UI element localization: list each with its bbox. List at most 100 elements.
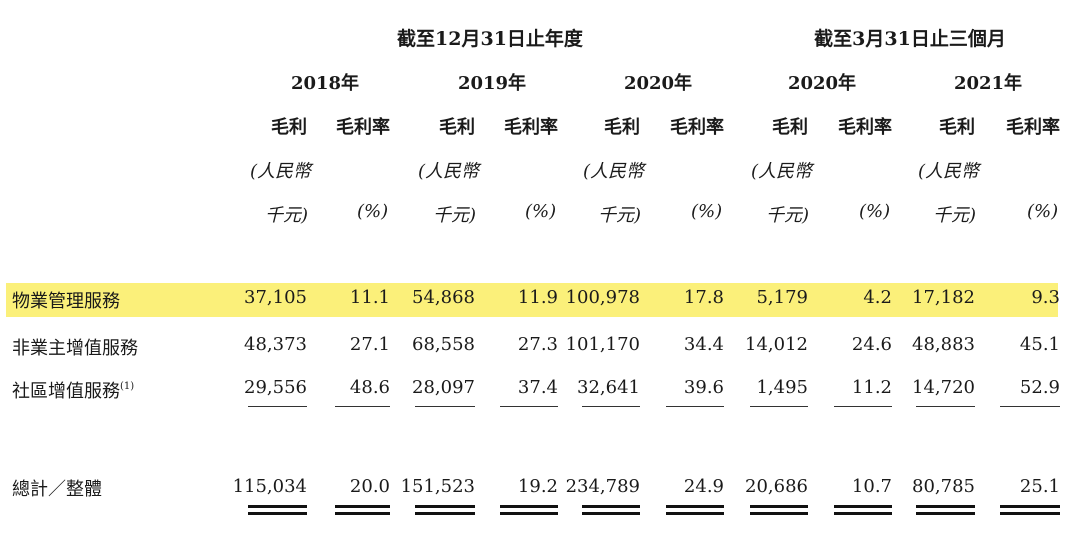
cell-value: 14,012: [745, 334, 808, 355]
row-label-text: 社區增值服務: [12, 381, 120, 402]
col-header-gross-margin: 毛利率: [670, 117, 724, 138]
year-header: 2020年: [623, 73, 693, 94]
year-header: 2018年: [290, 73, 360, 94]
unit-label: (%): [525, 201, 557, 222]
cell-value: 5,179: [756, 287, 808, 308]
double-rule: [248, 505, 307, 508]
unit-label: (人民幣: [918, 161, 980, 182]
unit-label: 千元): [933, 205, 977, 226]
cell-value: 14,720: [912, 377, 975, 398]
total-value: 151,523: [400, 476, 475, 497]
cell-value: 27.1: [349, 334, 390, 355]
double-rule: [1000, 512, 1060, 515]
cell-value: 4.2: [863, 287, 892, 308]
unit-label: 千元): [598, 205, 642, 226]
subtotal-rule: [415, 406, 475, 407]
row-label-text: 物業管理服務: [12, 291, 120, 312]
cell-value: 11.2: [851, 377, 892, 398]
unit-label: 千元): [766, 205, 810, 226]
cell-value: 48,373: [244, 334, 307, 355]
double-rule: [834, 505, 892, 508]
col-header-gross-profit: 毛利: [439, 117, 475, 138]
cell-value: 17,182: [912, 287, 975, 308]
cell-value: 17.8: [683, 287, 724, 308]
cell-value: 52.9: [1019, 377, 1060, 398]
row-label-text: 非業主增值服務: [12, 338, 138, 359]
cell-value: 32,641: [577, 377, 640, 398]
double-rule: [415, 512, 475, 515]
cell-value: 28,097: [412, 377, 475, 398]
unit-label: (%): [859, 201, 891, 222]
total-value: 234,789: [565, 476, 640, 497]
total-value: 20,686: [745, 476, 808, 497]
unit-label: (人民幣: [751, 161, 813, 182]
double-rule: [916, 505, 975, 508]
cell-value: 68,558: [412, 334, 475, 355]
double-rule: [248, 512, 307, 515]
subtotal-rule: [500, 406, 558, 407]
year-header: 2021年: [953, 73, 1023, 94]
group-header-quarterly: 截至3月31日止三個月: [814, 28, 1006, 50]
cell-value: 11.1: [349, 287, 390, 308]
col-header-gross-profit: 毛利: [271, 117, 307, 138]
col-header-gross-margin: 毛利率: [838, 117, 892, 138]
double-rule: [1000, 505, 1060, 508]
cell-value: 37,105: [244, 287, 307, 308]
year-header: 2020年: [787, 73, 857, 94]
total-value: 25.1: [1019, 476, 1060, 497]
cell-value: 24.6: [851, 334, 892, 355]
col-header-gross-margin: 毛利率: [504, 117, 558, 138]
cell-value: 1,495: [756, 377, 808, 398]
double-rule: [750, 505, 808, 508]
unit-label: (%): [691, 201, 723, 222]
subtotal-rule: [916, 406, 975, 407]
unit-label: (人民幣: [250, 161, 312, 182]
subtotal-rule: [335, 406, 390, 407]
total-value: 80,785: [912, 476, 975, 497]
double-rule: [415, 505, 475, 508]
subtotal-rule: [750, 406, 808, 407]
double-rule: [582, 512, 640, 515]
total-value: 19.2: [517, 476, 558, 497]
double-rule: [335, 505, 390, 508]
subtotal-rule: [1000, 406, 1060, 407]
row-label: 物業管理服務: [12, 287, 120, 313]
unit-label: 千元): [433, 205, 477, 226]
cell-value: 34.4: [683, 334, 724, 355]
year-header: 2019年: [457, 73, 527, 94]
row-label: 非業主增值服務: [12, 334, 138, 360]
double-rule: [750, 512, 808, 515]
cell-value: 9.3: [1031, 287, 1060, 308]
col-header-gross-margin: 毛利率: [336, 117, 390, 138]
cell-value: 29,556: [244, 377, 307, 398]
col-header-gross-profit: 毛利: [772, 117, 808, 138]
unit-label: 千元): [265, 205, 309, 226]
col-header-gross-margin: 毛利率: [1006, 117, 1060, 138]
cell-value: 45.1: [1019, 334, 1060, 355]
subtotal-rule: [834, 406, 892, 407]
col-header-gross-profit: 毛利: [604, 117, 640, 138]
cell-value: 54,868: [412, 287, 475, 308]
subtotal-rule: [666, 406, 724, 407]
cell-value: 100,978: [565, 287, 640, 308]
cell-value: 101,170: [565, 334, 640, 355]
double-rule: [500, 512, 558, 515]
unit-label: (人民幣: [418, 161, 480, 182]
double-rule: [335, 512, 390, 515]
double-rule: [834, 512, 892, 515]
cell-value: 27.3: [517, 334, 558, 355]
group-header-annual: 截至12月31日止年度: [397, 28, 583, 50]
unit-label: (%): [357, 201, 389, 222]
row-label: 社區增值服務(1): [12, 377, 134, 403]
unit-label: (%): [1027, 201, 1059, 222]
cell-value: 48.6: [349, 377, 390, 398]
double-rule: [666, 512, 724, 515]
total-value: 20.0: [349, 476, 390, 497]
unit-label: (人民幣: [583, 161, 645, 182]
cell-value: 39.6: [683, 377, 724, 398]
total-value: 10.7: [851, 476, 892, 497]
col-header-gross-profit: 毛利: [939, 117, 975, 138]
cell-value: 37.4: [517, 377, 558, 398]
double-rule: [582, 505, 640, 508]
footnote-marker: (1): [120, 381, 135, 392]
